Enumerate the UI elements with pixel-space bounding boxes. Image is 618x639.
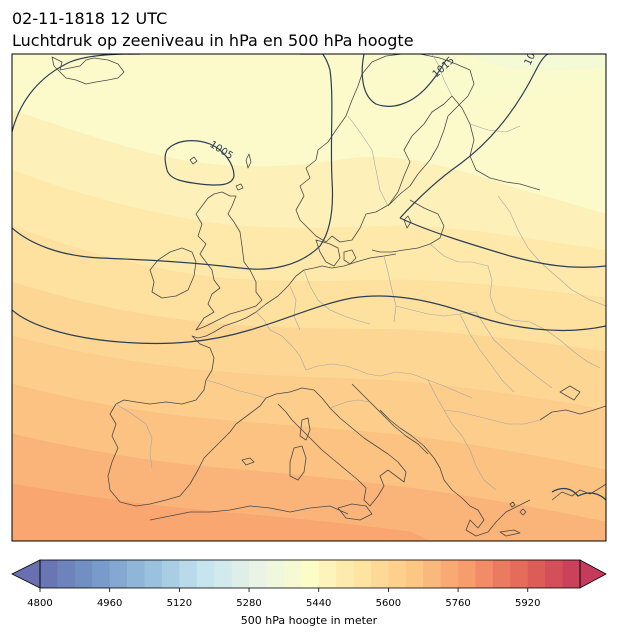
colorbar-bin	[492, 560, 511, 588]
colorbar-tick-label: 4960	[96, 598, 123, 609]
colorbar-bin	[144, 560, 163, 588]
coastline-corsica	[299, 417, 311, 441]
coastline-scandinavia	[295, 54, 475, 243]
isobar-1005-closed	[164, 140, 235, 186]
coastline-balkans	[379, 409, 531, 537]
coastline-iberia	[107, 397, 267, 507]
colorbar-tick-label: 4800	[27, 598, 53, 609]
colorbar-bin	[266, 560, 285, 588]
coastline-france	[115, 311, 257, 405]
colorbar-tick-label: 5600	[375, 598, 402, 609]
coastline-shetland	[235, 153, 252, 191]
colorbar-extend-low	[11, 559, 41, 589]
colorbar-bin	[231, 560, 250, 588]
isobar-label-10: 10	[523, 51, 538, 67]
coastline-aegean	[509, 501, 527, 516]
colorbar-bin	[562, 560, 581, 588]
colorbar-bin	[161, 560, 180, 588]
coastline-great-britain	[195, 191, 263, 331]
coastline-sicily	[337, 503, 373, 521]
coastline-gotland	[403, 215, 412, 229]
colorbar-tick-label: 5280	[236, 598, 262, 609]
colorbar-bin	[336, 560, 354, 588]
coastline-turkey	[551, 483, 606, 501]
coastline-crimea	[559, 385, 581, 401]
coastline-iceland	[51, 56, 125, 85]
coastlines	[51, 54, 606, 537]
colorbar-bin	[423, 560, 442, 588]
colorbar-extend-high	[579, 559, 607, 589]
colorbar-bin	[527, 560, 546, 588]
colorbar-tick-label: 5760	[445, 598, 471, 609]
map-frame	[11, 53, 607, 542]
height-field	[12, 54, 606, 541]
coastline-ireland	[149, 247, 197, 299]
map-title-description: Luchtdruk op zeeniveau in hPa en 500 hPa…	[12, 31, 414, 50]
colorbar-bin	[440, 560, 459, 588]
coastline-finland	[451, 95, 541, 191]
height-band-5760	[12, 483, 431, 541]
colorbar-tick-label: 5440	[305, 598, 332, 609]
colorbar-bin	[318, 560, 337, 588]
isobar-scandinavia	[399, 54, 549, 219]
colorbar-bin	[283, 560, 302, 588]
colorbar-bin	[510, 560, 529, 588]
coastline-sardinia	[289, 445, 307, 481]
colorbar-bin	[57, 560, 76, 588]
isobar-east	[399, 217, 606, 268]
colorbar-bin	[109, 560, 128, 588]
coastline-north-africa	[149, 505, 349, 521]
coastline-faroe	[189, 156, 198, 165]
map-panel: 1005 1015 10	[12, 51, 606, 541]
country-borders	[115, 54, 606, 491]
colorbar-bin	[179, 560, 198, 588]
colorbar-title: 500 hPa hoogte in meter	[240, 614, 378, 627]
colorbar-bin	[370, 560, 389, 588]
colorbar	[11, 559, 607, 592]
isobars	[12, 54, 606, 501]
colorbar-tick-label: 5920	[515, 598, 541, 609]
colorbar-bin	[405, 560, 424, 588]
colorbar-bin	[92, 560, 111, 588]
isobar-1015	[361, 54, 447, 107]
coastline-crete	[499, 529, 521, 537]
colorbar-bin	[40, 560, 58, 588]
colorbar-bin	[249, 560, 267, 588]
coastline-sweden-east	[387, 95, 453, 207]
coastline-italy	[265, 387, 407, 507]
coastline-black-sea	[539, 405, 606, 421]
isobar-south	[12, 295, 606, 345]
colorbar-bin	[74, 560, 93, 588]
colorbar-bin	[388, 560, 407, 588]
colorbar-bin	[301, 560, 320, 588]
colorbar-bin	[475, 560, 494, 588]
coastline-north-sea-continent	[255, 253, 397, 313]
coastline-italy-east	[351, 383, 429, 455]
colorbar-bin	[127, 560, 145, 588]
coastline-balearic	[241, 457, 255, 466]
colorbar-bin	[458, 560, 476, 588]
colorbar-bin	[196, 560, 215, 588]
colorbar-bin	[545, 560, 563, 588]
colorbar-tick-label: 5120	[166, 598, 193, 609]
map-title-date: 02-11-1818 12 UTC	[12, 9, 168, 28]
colorbar-bin	[214, 560, 233, 588]
coastline-denmark	[315, 239, 357, 267]
isobar-outer-high	[12, 54, 334, 270]
isobar-greece	[551, 487, 606, 501]
colorbar-frame	[39, 559, 581, 589]
colorbar-bin	[353, 560, 372, 588]
